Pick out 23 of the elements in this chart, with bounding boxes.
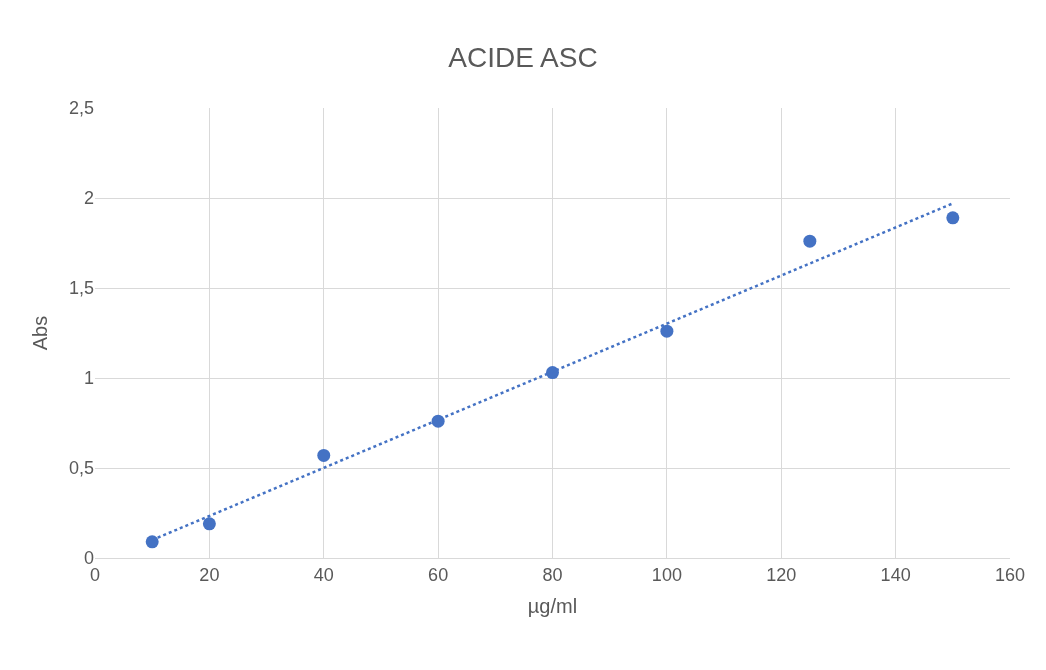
x-axis-title: µg/ml [527,595,578,618]
x-tick-label: 120 [766,564,797,585]
x-tick-label: 140 [880,564,911,585]
chart-title: ACIDE ASC [448,41,598,73]
point [145,535,159,549]
point [946,211,960,225]
y-tick-label: 1,5 [68,278,94,299]
x-tick-label: 60 [428,564,449,585]
y-tick-label: 0 [83,548,94,569]
x-tick-label: 80 [542,564,563,585]
x-tick-label: 40 [313,564,334,585]
point [202,517,216,531]
point [803,234,817,248]
point [317,448,331,462]
y-tick-label: 2,5 [68,98,94,119]
point [660,324,674,338]
x-tick-label: 160 [994,564,1026,585]
y-tick-label: 0,5 [68,458,94,479]
x-tick-label: 100 [651,564,682,585]
x-tick-label: 20 [199,564,220,585]
y-tick-label: 2 [83,188,94,209]
y-tick-label: 1 [83,368,94,389]
y-axis-title: Abs [29,315,52,351]
